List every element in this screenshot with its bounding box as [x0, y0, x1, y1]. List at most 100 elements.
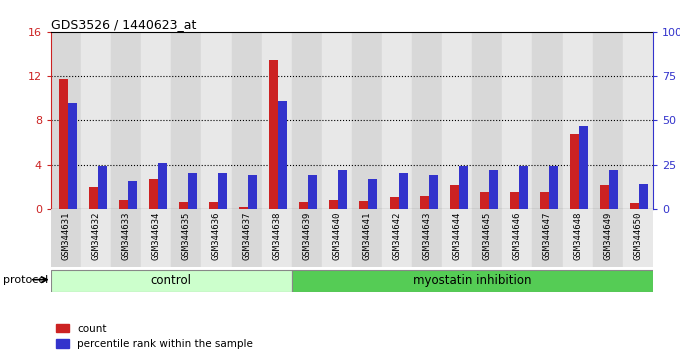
Legend: count, percentile rank within the sample: count, percentile rank within the sample [56, 324, 253, 349]
Bar [158, 163, 167, 209]
Text: GSM344642: GSM344642 [392, 212, 401, 260]
Bar [262, 209, 292, 267]
Text: GSM344638: GSM344638 [272, 212, 281, 260]
Bar [231, 32, 262, 209]
Text: GSM344649: GSM344649 [603, 212, 612, 260]
Bar [67, 103, 77, 209]
Bar [119, 200, 128, 209]
Bar [639, 184, 648, 209]
Text: GSM344633: GSM344633 [122, 212, 131, 260]
Text: GSM344632: GSM344632 [92, 212, 101, 260]
Bar [262, 32, 292, 209]
Bar [510, 192, 519, 209]
Bar [51, 209, 81, 267]
Bar [149, 179, 158, 209]
Bar [88, 187, 98, 209]
Text: protocol: protocol [3, 275, 49, 285]
Text: GSM344645: GSM344645 [483, 212, 492, 260]
Text: GSM344635: GSM344635 [182, 212, 191, 260]
Text: GDS3526 / 1440623_at: GDS3526 / 1440623_at [51, 18, 197, 31]
Bar [278, 101, 287, 209]
Bar [472, 32, 503, 209]
Bar [112, 32, 141, 209]
Bar [630, 203, 639, 209]
Bar [58, 79, 67, 209]
Text: GSM344647: GSM344647 [543, 212, 552, 260]
Text: control: control [151, 274, 192, 287]
Bar [201, 32, 231, 209]
Text: GSM344634: GSM344634 [152, 212, 160, 260]
Bar [592, 32, 623, 209]
Bar [442, 209, 472, 267]
Bar [329, 200, 339, 209]
Bar [231, 209, 262, 267]
Bar [171, 32, 201, 209]
Bar [609, 170, 618, 209]
Bar [442, 32, 472, 209]
Bar [472, 209, 503, 267]
Bar [532, 209, 562, 267]
Bar [308, 175, 318, 209]
Bar [98, 166, 107, 209]
Text: GSM344636: GSM344636 [212, 212, 221, 260]
Text: GSM344631: GSM344631 [62, 212, 71, 260]
Bar [532, 32, 562, 209]
Text: GSM344644: GSM344644 [453, 212, 462, 260]
Bar [579, 126, 588, 209]
Bar [81, 209, 112, 267]
Bar [600, 184, 609, 209]
Bar [188, 173, 197, 209]
Text: GSM344646: GSM344646 [513, 212, 522, 260]
Bar [592, 209, 623, 267]
Bar [449, 184, 459, 209]
Text: GSM344643: GSM344643 [423, 212, 432, 260]
Bar [218, 173, 227, 209]
Bar [489, 170, 498, 209]
Bar [570, 134, 579, 209]
Bar [420, 195, 428, 209]
Bar [248, 175, 257, 209]
Bar [562, 32, 592, 209]
Text: myostatin inhibition: myostatin inhibition [413, 274, 532, 287]
Bar [503, 209, 532, 267]
Bar [352, 209, 382, 267]
Text: GSM344640: GSM344640 [333, 212, 341, 260]
Bar [503, 32, 532, 209]
FancyBboxPatch shape [292, 269, 653, 292]
Text: GSM344641: GSM344641 [362, 212, 371, 260]
Bar [51, 32, 81, 209]
Bar [623, 209, 653, 267]
Bar [171, 209, 201, 267]
Bar [540, 192, 549, 209]
FancyBboxPatch shape [51, 269, 292, 292]
Bar [398, 173, 407, 209]
Text: GSM344648: GSM344648 [573, 212, 582, 260]
Bar [412, 209, 442, 267]
Bar [322, 32, 352, 209]
Bar [428, 175, 438, 209]
Bar [141, 209, 171, 267]
Text: GSM344650: GSM344650 [633, 212, 642, 260]
Bar [141, 32, 171, 209]
Bar [239, 207, 248, 209]
Bar [459, 166, 468, 209]
Bar [128, 181, 137, 209]
Bar [519, 166, 528, 209]
Bar [209, 202, 218, 209]
Bar [81, 32, 112, 209]
Bar [201, 209, 231, 267]
Bar [269, 59, 278, 209]
Bar [112, 209, 141, 267]
Bar [360, 201, 369, 209]
Bar [339, 170, 347, 209]
Bar [382, 209, 412, 267]
Bar [292, 209, 322, 267]
Bar [352, 32, 382, 209]
Text: GSM344639: GSM344639 [303, 212, 311, 260]
Bar [299, 202, 308, 209]
Bar [179, 202, 188, 209]
Bar [322, 209, 352, 267]
Bar [549, 166, 558, 209]
Bar [382, 32, 412, 209]
Bar [562, 209, 592, 267]
